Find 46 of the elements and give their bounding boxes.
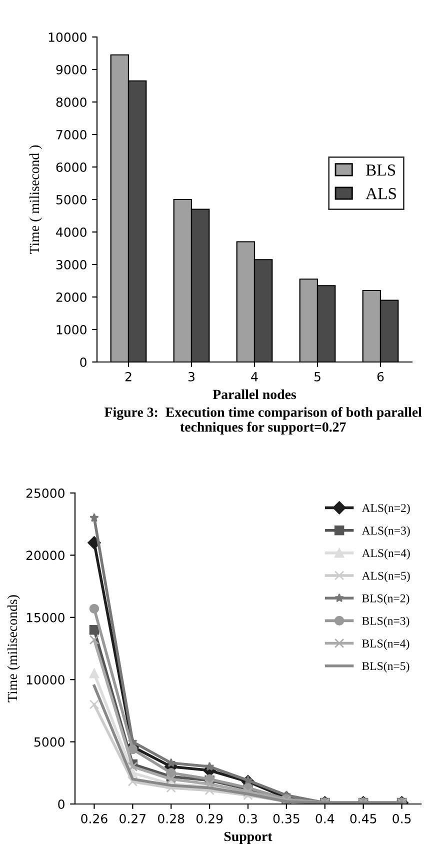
y-tick-label: 20000: [26, 550, 64, 560]
y-tick-label: 9000: [56, 64, 86, 74]
x-tick-label: 0.28: [158, 814, 184, 824]
y-tick-label: 6000: [56, 162, 86, 172]
x-tick-label: 0.29: [196, 814, 223, 824]
x-tick-label: 0.45: [350, 814, 376, 824]
y-tick-label: 25000: [26, 488, 64, 498]
legend-label: BLS: [366, 164, 396, 176]
y-tick-label: 8000: [56, 97, 86, 107]
y-tick-label: 4000: [56, 227, 86, 237]
y-tick-label: 0: [80, 357, 86, 367]
x-tick-label: 0.3: [238, 814, 257, 824]
y-tick-label: 5000: [56, 194, 86, 204]
x-tick-label: 0.26: [81, 814, 108, 824]
legend-label: ALS(n=2): [362, 504, 410, 514]
y-tick-label: 2000: [56, 292, 86, 302]
legend-label: ALS(n=4): [362, 548, 410, 560]
y-tick-label: 1000: [56, 324, 86, 334]
x-tick-label: 2: [125, 372, 132, 382]
x-tick-label: 6: [377, 372, 384, 382]
x-tick-label: 5: [314, 372, 320, 382]
y-tick-label: 10000: [48, 32, 86, 42]
legend-label: BLS(n=5): [362, 662, 410, 672]
legend-label: ALS: [366, 188, 396, 200]
x-tick-label: 3: [188, 372, 194, 382]
x-tick-label: 0.4: [316, 814, 334, 824]
legend-label: BLS(n=3): [362, 616, 410, 628]
legend-label: BLS(n=2): [362, 594, 410, 605]
legend-label: ALS(n=3): [362, 526, 410, 537]
y-tick-label: 10000: [26, 675, 64, 685]
y-axis-title: Time ( milisecond ): [29, 145, 42, 254]
y-tick-label: 0: [58, 799, 64, 809]
x-axis-title: Support: [224, 832, 272, 844]
y-tick-label: 3000: [56, 260, 86, 270]
x-tick-label: 0.35: [273, 814, 300, 824]
x-tick-label: 0.5: [392, 814, 411, 824]
caption: Figure 3: Execution time comparison of both parallel techniques for support=0.27: [104, 407, 422, 435]
legend-label: BLS(n=4): [362, 639, 410, 650]
legend-label: ALS(n=5): [362, 571, 410, 582]
x-tick-label: 0.27: [120, 814, 146, 824]
y-tick-label: 5000: [34, 737, 64, 747]
y-tick-label: 7000: [56, 130, 86, 140]
x-tick-label: 4: [251, 372, 258, 382]
y-axis-title: Time (miliseconds): [7, 595, 20, 702]
y-tick-label: 15000: [26, 612, 64, 622]
x-axis-title: Parallel nodes: [212, 389, 296, 400]
